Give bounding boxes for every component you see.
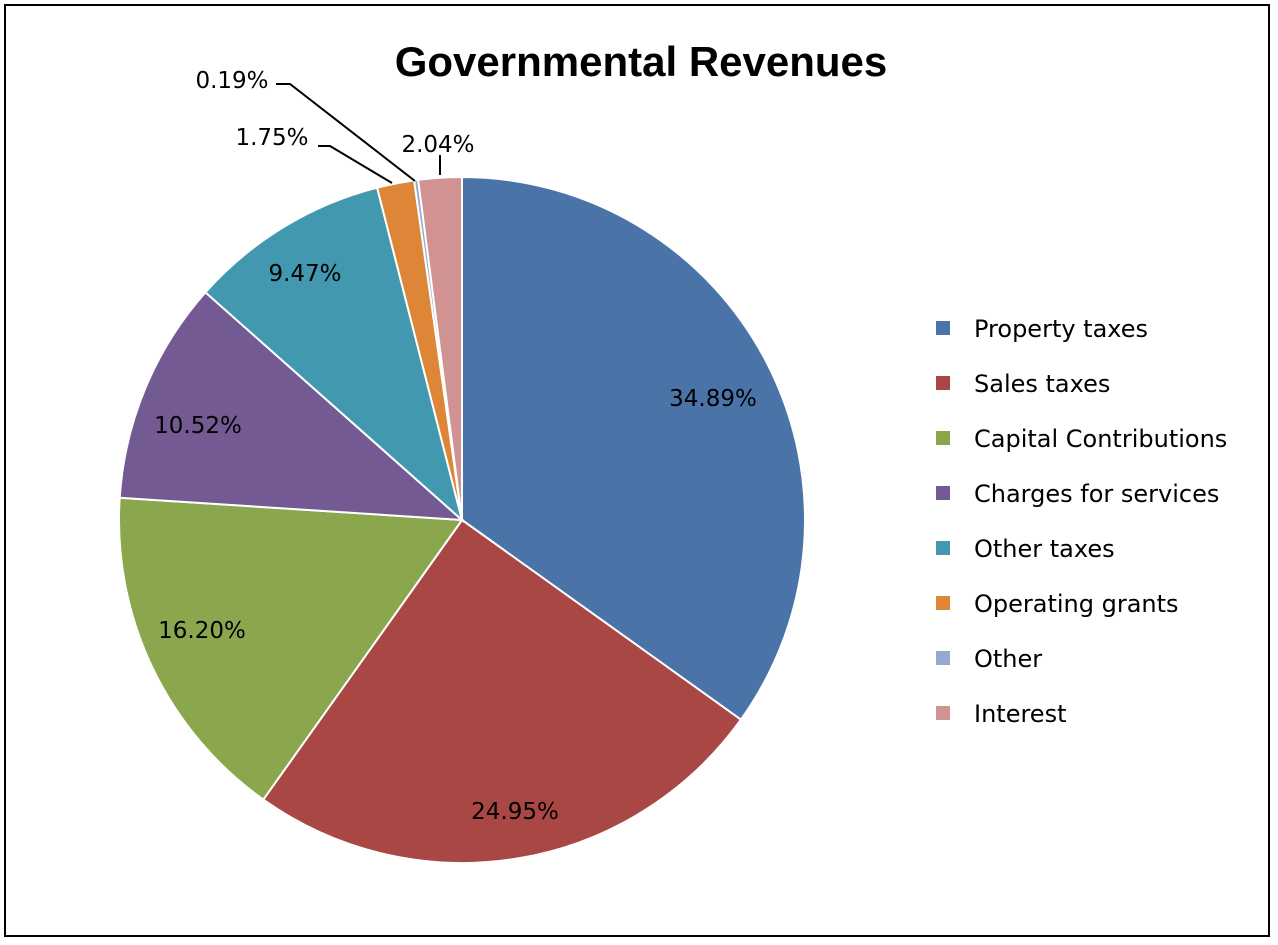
legend-label-other: Other xyxy=(974,645,1042,673)
legend-swatch-property-taxes xyxy=(936,321,950,335)
pie-slice-sales-taxes xyxy=(261,518,743,864)
pie-slice-interest xyxy=(417,175,463,521)
data-label-capital-contributions: 16.20% xyxy=(158,618,246,644)
legend-label-property-taxes: Property taxes xyxy=(974,315,1148,343)
data-label-other: 0.19% xyxy=(195,68,268,94)
legend-item-charges-for-services: Charges for services xyxy=(936,480,1219,508)
legend-item-property-taxes: Property taxes xyxy=(936,315,1148,343)
data-labels: 34.89% 24.95% 16.20% 10.52% 9.47% 1.75% 0.19% 2… xyxy=(154,68,757,825)
data-label-charges-for-services: 10.52% xyxy=(154,413,242,439)
legend-item-other-taxes: Other taxes xyxy=(936,535,1115,563)
legend-swatch-charges-for-services xyxy=(936,486,950,500)
data-label-sales-taxes: 24.95% xyxy=(471,799,559,825)
leader-lines xyxy=(276,83,441,184)
chart-title: Governmental Revenues xyxy=(395,38,888,85)
legend-label-other-taxes: Other taxes xyxy=(974,535,1115,563)
pie-slice-charges-for-services xyxy=(118,290,465,522)
legend-label-charges-for-services: Charges for services xyxy=(974,480,1219,508)
leader-line-other xyxy=(276,83,416,182)
legend-swatch-sales-taxes xyxy=(936,376,950,390)
pie-slices xyxy=(118,175,806,864)
pie-slice-capital-contributions xyxy=(118,496,464,801)
legend-item-operating-grants: Operating grants xyxy=(936,590,1179,618)
legend: Property taxes Sales taxes Capital Contrib… xyxy=(936,315,1227,728)
legend-label-interest: Interest xyxy=(974,700,1066,728)
legend-swatch-other-taxes xyxy=(936,541,950,555)
data-label-other-taxes: 9.47% xyxy=(268,261,341,287)
legend-label-capital-contributions: Capital Contributions xyxy=(974,425,1227,453)
legend-label-sales-taxes: Sales taxes xyxy=(974,370,1110,398)
data-label-property-taxes: 34.89% xyxy=(669,386,757,412)
leader-line-operating-grants xyxy=(318,145,393,184)
data-label-interest: 2.04% xyxy=(401,132,474,158)
legend-label-operating-grants: Operating grants xyxy=(974,590,1179,618)
data-label-operating-grants: 1.75% xyxy=(235,125,308,151)
legend-item-capital-contributions: Capital Contributions xyxy=(936,425,1227,453)
legend-item-interest: Interest xyxy=(936,700,1066,728)
legend-item-sales-taxes: Sales taxes xyxy=(936,370,1110,398)
legend-swatch-interest xyxy=(936,706,950,720)
legend-swatch-capital-contributions xyxy=(936,431,950,445)
legend-item-other: Other xyxy=(936,645,1042,673)
pie-slice-property-taxes xyxy=(461,175,806,722)
legend-swatch-operating-grants xyxy=(936,596,950,610)
legend-swatch-other xyxy=(936,651,950,665)
